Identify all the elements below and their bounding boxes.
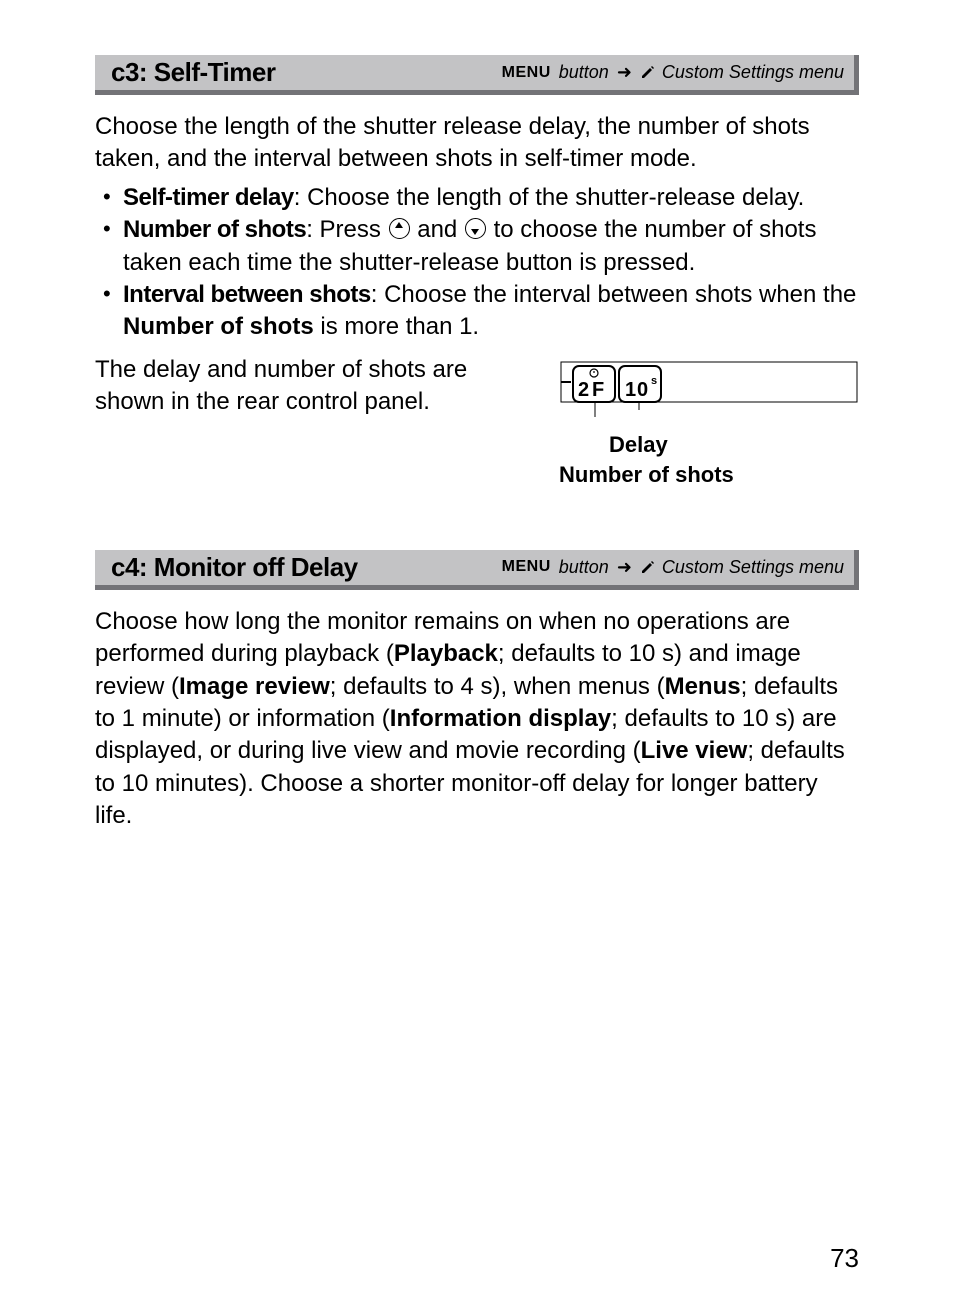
section-title: c3: Self-Timer xyxy=(111,57,275,88)
svg-text:2: 2 xyxy=(578,379,589,401)
section-title: c4: Monitor off Delay xyxy=(111,552,358,583)
bullet-text: : Choose the length of the shutter-relea… xyxy=(294,184,805,211)
list-item: Number of shots: Press and to choose the… xyxy=(99,214,859,279)
svg-text:0: 0 xyxy=(637,379,648,401)
c4-strong: Image review xyxy=(179,673,330,700)
bullet-text-mid: and xyxy=(411,216,464,243)
breadcrumb-button-text: button xyxy=(559,62,609,83)
c3-bullet-list: Self-timer delay: Choose the length of t… xyxy=(95,182,859,344)
c4-strong: Information display xyxy=(390,705,611,732)
c4-strong: Menus xyxy=(665,673,741,700)
dpad-down-icon xyxy=(465,218,486,239)
page-number: 73 xyxy=(830,1243,859,1274)
breadcrumb-target: Custom Settings menu xyxy=(662,62,844,83)
svg-text:s: s xyxy=(651,375,657,387)
c3-intro-text: Choose the length of the shutter release… xyxy=(95,111,859,176)
list-item: Self-timer delay: Choose the length of t… xyxy=(99,182,859,214)
menu-label: MENU xyxy=(502,558,551,576)
dpad-up-icon xyxy=(389,218,410,239)
c3-panel-note: The delay and number of shots are shown … xyxy=(95,354,539,419)
section-breadcrumb: MENU button ➜ Custom Settings menu xyxy=(502,557,844,578)
bullet-title: Interval between shots xyxy=(123,281,371,308)
bullet-title: Number of shots xyxy=(123,216,306,243)
c4-strong: Playback xyxy=(394,640,498,667)
arrow-right-icon: ➜ xyxy=(617,62,632,83)
panel-label-shots: Number of shots xyxy=(559,461,859,490)
section-bar-c3: c3: Self-Timer MENU button ➜ Custom Sett… xyxy=(95,55,859,95)
arrow-right-icon: ➜ xyxy=(617,557,632,578)
list-item: Interval between shots: Choose the inter… xyxy=(99,279,859,344)
c4-body-text: Choose how long the monitor remains on w… xyxy=(95,606,859,833)
breadcrumb-target: Custom Settings menu xyxy=(662,557,844,578)
bullet-text-after: is more than 1. xyxy=(314,313,479,340)
section-breadcrumb: MENU button ➜ Custom Settings menu xyxy=(502,62,844,83)
svg-text:1: 1 xyxy=(625,379,636,401)
panel-label-delay-text: Delay xyxy=(609,432,668,457)
bullet-text-before: : Press xyxy=(306,216,387,243)
manual-page: c3: Self-Timer MENU button ➜ Custom Sett… xyxy=(0,0,954,1314)
pencil-icon xyxy=(640,557,654,578)
c4-strong: Live view xyxy=(641,737,748,764)
control-panel-illustration: 2 F 1 0 s xyxy=(559,354,859,429)
bullet-text-before: : Choose the interval between shots when… xyxy=(371,281,857,308)
menu-label: MENU xyxy=(502,64,551,82)
svg-text:F: F xyxy=(592,379,604,401)
c3-panel-row: The delay and number of shots are shown … xyxy=(95,354,859,490)
c3-panel-figure: 2 F 1 0 s Delay Number of shots xyxy=(559,354,859,490)
bullet-strong-inline: Number of shots xyxy=(123,313,314,340)
section-bar-c4: c4: Monitor off Delay MENU button ➜ Cust… xyxy=(95,550,859,590)
bullet-title: Self-timer delay xyxy=(123,184,294,211)
c4-text: ; defaults to 4 s), when menus ( xyxy=(330,673,665,700)
breadcrumb-button-text: button xyxy=(559,557,609,578)
panel-label-delay: Delay xyxy=(559,431,859,460)
pencil-icon xyxy=(640,62,654,83)
